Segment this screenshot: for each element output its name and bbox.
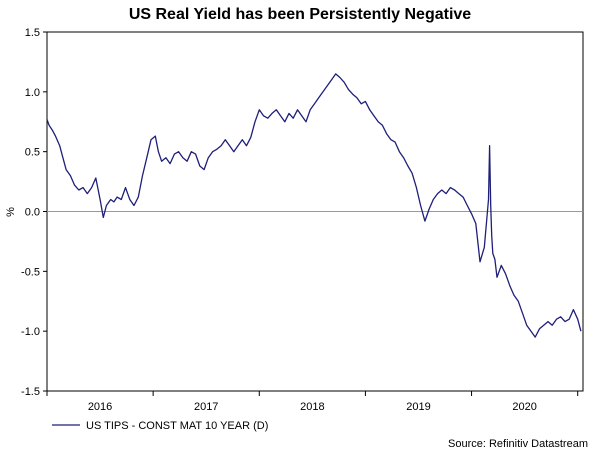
y-tick-label: -1.5 bbox=[21, 386, 40, 398]
x-tick-label: 2018 bbox=[300, 401, 324, 413]
x-tick-label: 2017 bbox=[194, 401, 218, 413]
source-note: Source: Refinitiv Datastream bbox=[448, 438, 588, 450]
y-tick-label: 1.0 bbox=[25, 87, 40, 99]
legend-label: US TIPS - CONST MAT 10 YEAR (D) bbox=[86, 420, 268, 432]
y-tick-label: -0.5 bbox=[21, 266, 40, 278]
y-axis-label: % bbox=[5, 207, 17, 217]
y-axis-ticks: 1.5 1.0 0.5 0.0 -0.5 -1.0 -1.5 bbox=[21, 27, 47, 398]
y-tick-label: -1.0 bbox=[21, 326, 40, 338]
series-line bbox=[46, 73, 582, 338]
x-tick-label: 2020 bbox=[512, 401, 536, 413]
chart-title: US Real Yield has been Persistently Nega… bbox=[129, 6, 471, 23]
x-tick-label: 2019 bbox=[406, 401, 430, 413]
x-axis-ticks: 2016 2017 2018 2019 2020 bbox=[46, 391, 579, 413]
series-group bbox=[46, 73, 582, 338]
x-tick-label: 2016 bbox=[88, 401, 112, 413]
y-tick-label: 0.5 bbox=[25, 147, 40, 159]
y-tick-label: 1.5 bbox=[25, 27, 40, 39]
y-tick-label: 0.0 bbox=[25, 207, 40, 219]
legend: US TIPS - CONST MAT 10 YEAR (D) bbox=[52, 420, 268, 432]
